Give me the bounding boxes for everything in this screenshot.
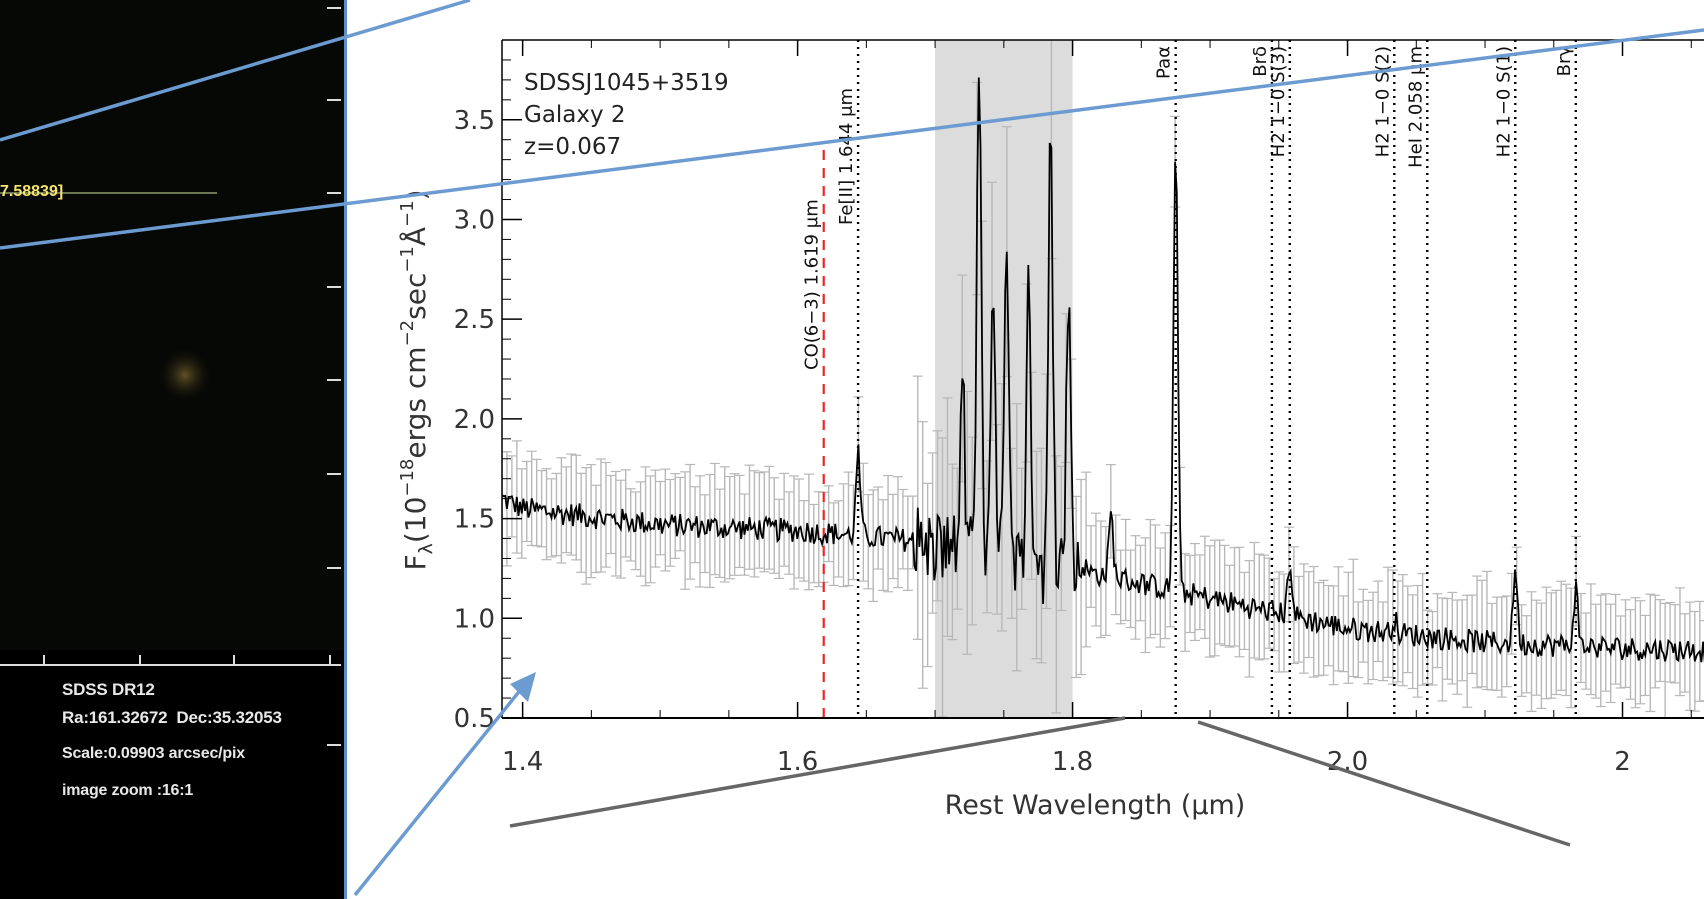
scale-label: Scale:0.09903 arcsec/pix [62, 745, 245, 762]
zoom-connector-line [0, 28, 1704, 250]
y-tick-label: 3.0 [454, 205, 495, 235]
line-label: Fe[II] 1.644 μm [836, 88, 857, 225]
sky-background [0, 0, 345, 650]
y-tick-label: 3.5 [454, 106, 495, 136]
coordinate-readout: 7.58839] [0, 183, 64, 200]
panel-border [344, 0, 347, 899]
zoom-connector-line [509, 716, 1126, 828]
line-label: H2 1−0 S(2) [1372, 46, 1393, 157]
pointer-arrow [353, 686, 524, 897]
x-tick-label: 1.4 [502, 747, 543, 777]
line-label: Paα [1154, 46, 1175, 79]
galaxy-source [155, 345, 215, 405]
chart-annotation: z=0.067 [524, 134, 621, 160]
zoom-connector-line [1197, 720, 1571, 847]
line-label: HeI 2.058 μm [1405, 46, 1426, 168]
spectrum-line [502, 77, 1704, 663]
zoom-label: image zoom :16:1 [62, 782, 194, 799]
x-tick-label: 1.8 [1052, 747, 1093, 777]
zoom-connector-line [0, 0, 471, 142]
pointer-arrowhead [510, 672, 536, 702]
line-label: CO(6−3) 1.619 μm [802, 199, 823, 370]
viewer-image [0, 0, 345, 746]
line-label: H2 1−0 S(1) [1493, 46, 1514, 157]
line-label: H2 1−0 S(3) [1268, 46, 1289, 157]
y-tick-label: 2.0 [454, 405, 495, 435]
line-label: Brγ [1554, 46, 1575, 77]
chart-annotation: SDSSJ1045+3519 [524, 70, 729, 96]
survey-label: SDSS DR12 [62, 680, 155, 699]
line-label: Brδ [1250, 46, 1271, 77]
error-bars [502, 40, 1704, 718]
x-tick-label: 2 [1614, 747, 1631, 777]
y-tick-label: 1.5 [454, 505, 495, 535]
ra-dec-label: Ra:161.32672 Dec:35.32053 [62, 708, 282, 727]
y-tick-label: 2.5 [454, 305, 495, 335]
image-viewer-panel: 7.58839] SDSS DR12 Ra:161.32672 Dec:35.3… [0, 0, 345, 899]
y-tick-label: 1.0 [454, 604, 495, 634]
y-axis-label: Fλ(10−18ergs cm−2sec−1Å−1) [397, 189, 437, 570]
x-axis-label: Rest Wavelength (μm) [945, 790, 1246, 821]
chart-annotation: Galaxy 2 [524, 102, 626, 128]
